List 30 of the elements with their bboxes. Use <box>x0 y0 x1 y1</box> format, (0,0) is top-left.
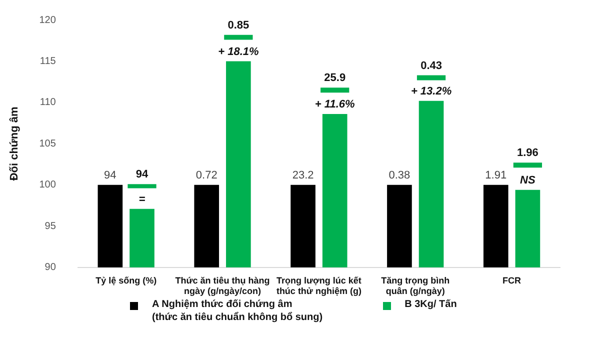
annotation: + 11.6% <box>314 98 355 111</box>
annotation: 94 <box>136 168 149 181</box>
annotation: 1.91 <box>485 169 507 182</box>
x-tick-label: Trọng lượng lúc kết thúc thử nghiệm (g) <box>276 275 362 296</box>
annotation: + 18.1% <box>218 46 259 58</box>
annotation: + 13.2% <box>410 85 452 98</box>
y-tick-label: 110 <box>40 97 56 108</box>
y-tick-label: 120 <box>39 14 56 26</box>
annotation: 25.9 <box>324 72 346 84</box>
annotation: 94 <box>104 169 116 182</box>
y-tick-label: 100 <box>39 180 56 191</box>
y-axis-title: Đối chứng âm <box>8 106 21 181</box>
annotation: 1.96 <box>516 147 538 160</box>
y-tick-label: 105 <box>39 138 56 150</box>
x-tick-label: Tăng trọng bình quân (g/ngày) <box>381 275 450 296</box>
y-tick-label: 115 <box>40 56 56 67</box>
annotation: 0.38 <box>388 169 410 182</box>
y-tick-label: 95 <box>44 220 56 232</box>
annotation: 0.43 <box>420 60 442 72</box>
x-tick-label: FCR <box>502 275 522 286</box>
x-tick-label: Thức ăn tiêu thụ hàng ngày (g/ngày/con) <box>175 275 270 296</box>
annotation: 0.85 <box>228 19 250 32</box>
annotation: = <box>138 193 146 206</box>
legend-label: B 3Kg/ Tấn <box>404 298 457 311</box>
y-tick-label: 90 <box>44 262 56 274</box>
annotation: 23.2 <box>292 169 314 182</box>
annotation: 0.72 <box>196 169 218 182</box>
annotation: NS <box>520 174 536 186</box>
x-tick-label: Tỷ lệ sống (%) <box>96 275 157 286</box>
legend-label: A Nghiệm thức đối chứng âm (thức ăn tiêu chuẩn không bổ sung) <box>152 298 323 324</box>
